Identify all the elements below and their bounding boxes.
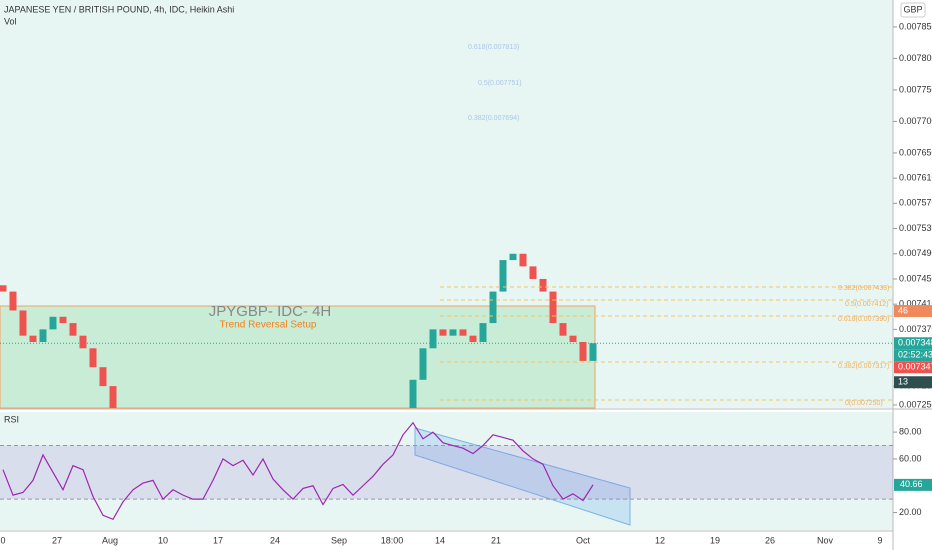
tag-top-box [894, 305, 932, 317]
rsi-value: 40.66 [900, 479, 923, 489]
rsi-band [0, 445, 893, 500]
currency-box[interactable] [900, 2, 926, 18]
x-tick-label: Nov [817, 535, 834, 545]
candle [569, 335, 577, 342]
candle [19, 310, 27, 336]
x-tick-label: 9 [877, 535, 882, 545]
x-tick-label: Sep [331, 535, 347, 545]
candle [489, 291, 497, 324]
candle [89, 348, 97, 368]
candle [459, 329, 467, 336]
candle [9, 291, 17, 311]
candle [479, 323, 487, 342]
prev-price-box [894, 361, 932, 374]
prev-price: 0.007347 [898, 362, 932, 372]
tag-bottom: 13 [898, 377, 908, 387]
candle [429, 329, 437, 349]
candle [589, 343, 597, 361]
countdown-box [894, 349, 932, 362]
fib-label: 0.5(0.007412) [845, 301, 889, 308]
candle [49, 316, 57, 330]
rsi-tick-label: 80.00 [899, 426, 922, 436]
x-tick-label: 19 [710, 535, 720, 545]
rsi-pane [0, 412, 893, 530]
rsi-tick-label: 20.00 [899, 507, 922, 517]
candle [529, 266, 537, 279]
candle [99, 367, 107, 387]
annotation-subtitle: Trend Reversal Setup [220, 320, 317, 331]
rsi-value-box [894, 478, 932, 491]
x-tick-label: 17 [213, 535, 223, 545]
candle [579, 341, 587, 361]
x-tick-label: Aug [102, 535, 118, 545]
candle [519, 253, 527, 267]
y-tick-label: 0.007250 [899, 399, 932, 409]
candle [29, 335, 37, 342]
fib-label: 0.618(0.007813) [468, 44, 519, 51]
countdown: 02:52:43 [898, 350, 932, 360]
candle [509, 253, 517, 261]
x-tick-label: 18:00 [381, 535, 404, 545]
x-tick-label: 10 [158, 535, 168, 545]
candle [0, 285, 7, 292]
fib-label: 0.5(0.007751) [478, 80, 522, 87]
candle [469, 335, 477, 342]
currency[interactable]: GBP [903, 4, 922, 14]
last-price-box [894, 337, 932, 350]
rsi-title: RSI [4, 414, 19, 424]
candle [449, 329, 457, 336]
fib-label: 0(0.007250) [845, 400, 883, 407]
candle [39, 329, 47, 342]
candle [499, 260, 507, 292]
fib-label: 0.618(0.007390) [838, 316, 889, 323]
x-tick-label: Oct [576, 535, 591, 545]
rsi-line [2, 421, 594, 521]
tag-bottom-box [894, 376, 932, 389]
chart-subtitle: Vol [4, 16, 17, 26]
candle [539, 278, 547, 292]
x-tick-label: 27 [52, 535, 62, 545]
chart-title: JAPANESE YEN / BRITISH POUND, 4h, IDC, H… [4, 4, 234, 14]
tag-top: 46 [898, 305, 908, 315]
candle [69, 323, 77, 336]
x-tick-label: 21 [491, 535, 501, 545]
annotation-title: JPYGBP- IDC- 4H [209, 303, 332, 320]
candle [109, 386, 117, 408]
x-tick-label: 14 [435, 535, 445, 545]
candle [439, 329, 447, 336]
x-tick-label: 26 [765, 535, 775, 545]
candle [79, 335, 87, 349]
rsi-tick-label: 60.00 [899, 453, 922, 463]
x-tick-label: 24 [270, 535, 280, 545]
fib-label: 0.382(0.007433) [838, 285, 889, 292]
candle [559, 323, 567, 336]
last-price: 0.007348 [898, 338, 932, 348]
x-tick-label: 0 [0, 535, 5, 545]
fib-label: 0.382(0.007317) [838, 363, 889, 370]
fib-label: 0.382(0.007694) [468, 115, 519, 122]
x-tick-label: 12 [655, 535, 665, 545]
candle [419, 348, 427, 380]
candle [59, 316, 67, 324]
candle [409, 379, 417, 408]
candle [549, 291, 557, 324]
